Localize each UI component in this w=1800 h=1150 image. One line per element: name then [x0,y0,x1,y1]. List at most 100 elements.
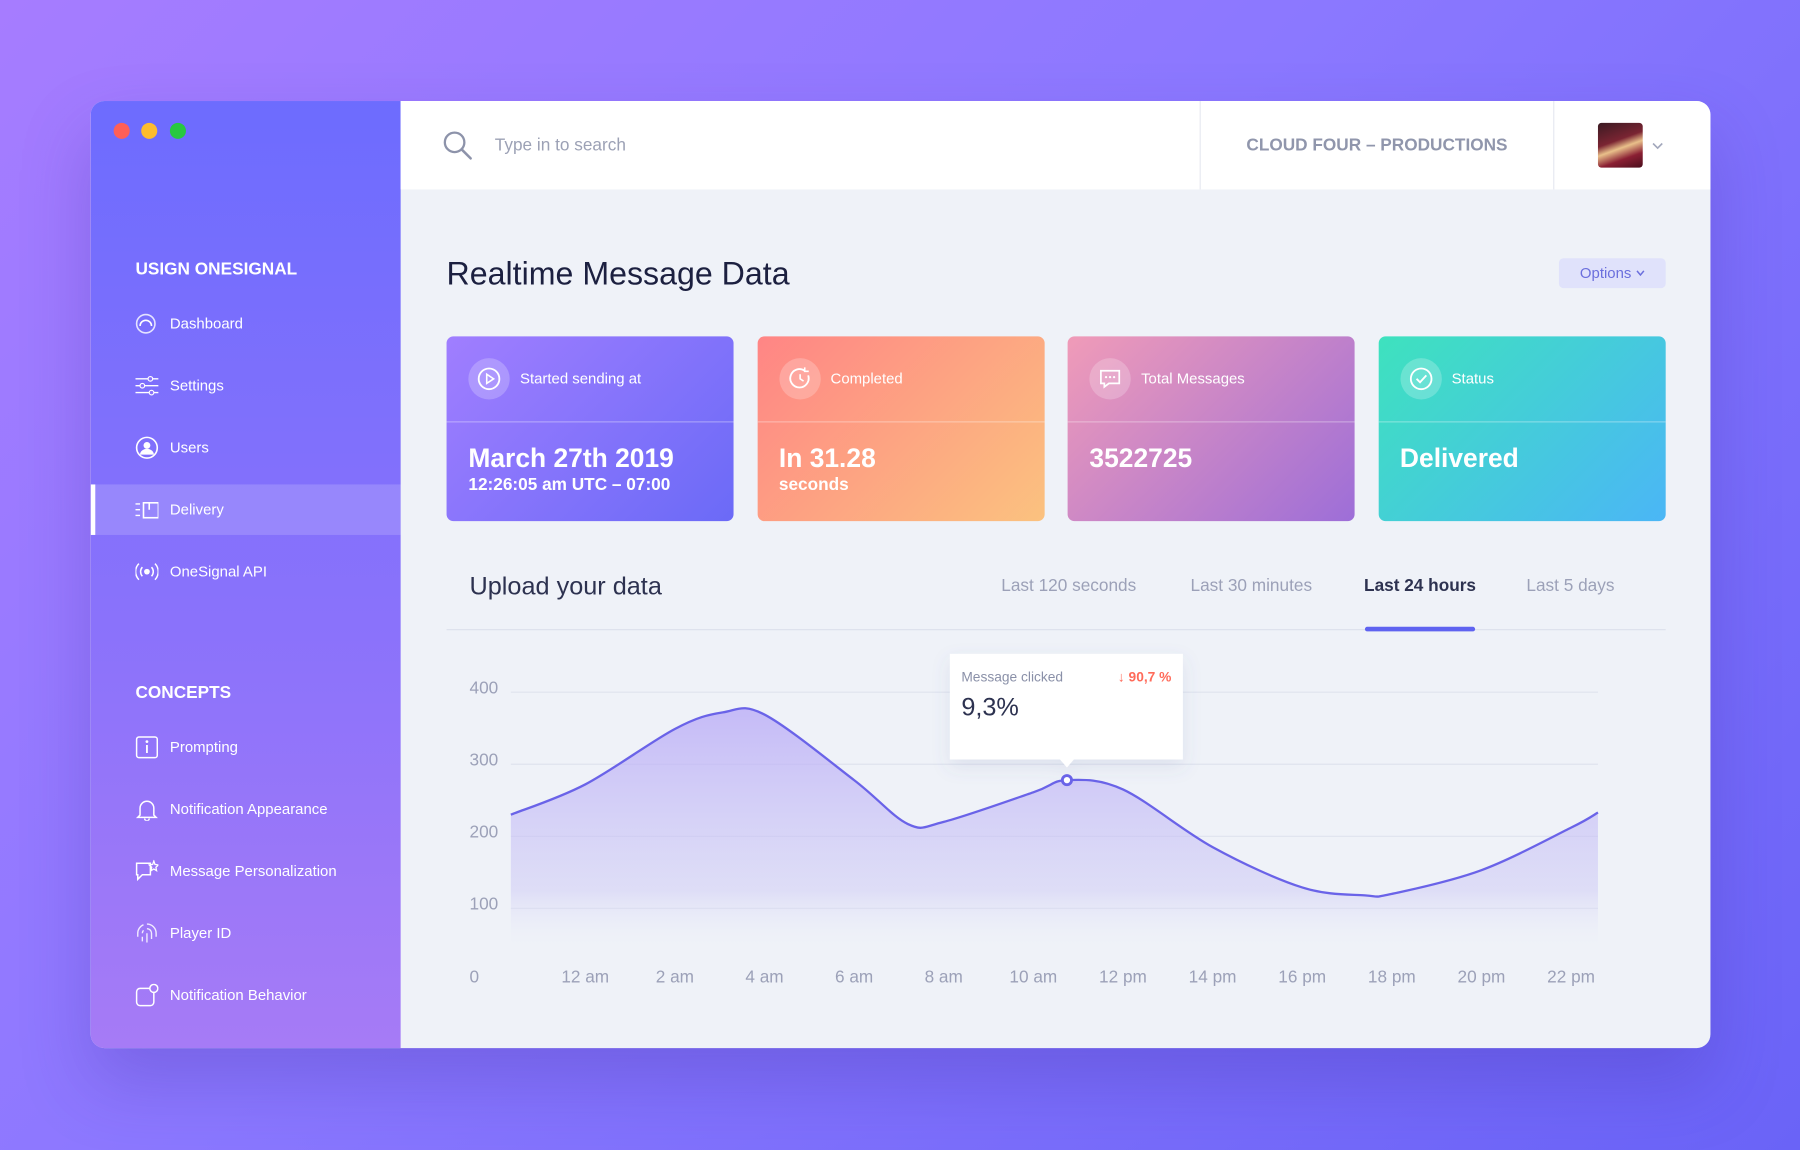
x-tick-label: 14 pm [1189,967,1237,987]
card-label: Started sending at [520,369,642,387]
card-body: Status Delivered [1378,336,1666,522]
tooltip-box [949,653,1183,768]
card-divider [757,421,1045,423]
x-tick-label: 10 am [1009,967,1057,987]
x-tick-label: 4 am [745,967,783,987]
nav-item[interactable]: Users [91,422,401,473]
tooltip-label: Message clicked [961,670,1063,685]
nav-label[interactable]: OneSignal API [169,562,267,580]
stat-card: Status Delivered [1378,336,1666,538]
close-button[interactable] [113,122,130,139]
y-tick-label: 200 [470,821,499,841]
card-body: Started sending at March 27th 2019 12:26:0… [446,336,734,522]
nav-item[interactable]: Delivery [90,484,401,535]
nav-item[interactable]: OneSignal API [91,546,401,597]
card-value: In 31.28 [778,443,876,473]
tooltip-change: ↓ 90,7 % [1118,670,1172,685]
card-icon [468,358,510,400]
avatar[interactable] [1597,122,1643,168]
nav-item[interactable]: Message Personalization [91,846,401,897]
sidebar-section-title: USIGN ONESIGNAL [135,259,298,279]
tab[interactable]: Last 30 minutes [1190,576,1313,596]
page-title: Realtime Message Data [446,255,790,292]
nav-icon [135,563,159,581]
card-glyph [477,367,501,391]
card-value: 3522725 [1089,443,1193,473]
search-icon [443,131,472,160]
y-tick-label: 300 [470,749,499,769]
sidebar-section-title: CONCEPTS [135,683,232,703]
highlight-point [1060,774,1073,787]
nav-icon [135,436,159,459]
card-glyph [1100,369,1121,389]
x-tick-label: 12 am [561,967,609,987]
top-bar: Type in to search CLOUD FOUR – PRODUCTIO… [400,101,1711,190]
line [510,707,1599,898]
tooltip-value: 9,3% [961,694,1019,722]
nav-label[interactable]: Message Personalization [169,862,337,880]
card-glyph [1409,367,1432,391]
nav-item[interactable]: Dashboard [91,298,401,349]
card-divider [1067,421,1355,423]
nav-label[interactable]: Notification Behavior [169,986,307,1004]
card-body: Completed In 31.28 seconds [757,336,1045,522]
card-label: Status [1451,369,1494,387]
tab-divider [446,629,1666,631]
tab[interactable]: Last 120 seconds [1001,576,1137,596]
options-label[interactable]: Options [1579,264,1632,282]
y-tick-label: 400 [470,677,499,697]
workspace-name[interactable]: CLOUD FOUR – PRODUCTIONS [1246,135,1508,155]
nav-item[interactable]: Settings [91,360,401,411]
nav-icon [135,800,158,821]
card-subvalue: seconds [778,475,849,495]
x-tick-label: 12 pm [1099,967,1147,987]
options-button[interactable]: Options [1558,258,1666,289]
search-input[interactable]: Type in to search [494,135,626,155]
card-icon [1399,358,1442,400]
x-tick-label: 22 pm [1547,967,1595,987]
card-label: Completed [830,369,903,387]
x-tick-label: 6 am [835,967,873,987]
nav-icon [135,736,159,759]
nav-label[interactable]: Settings [169,376,224,394]
nav-item[interactable]: Prompting [91,722,401,773]
x-tick-label: 18 pm [1368,967,1416,987]
x-tick-label: 16 pm [1278,967,1326,987]
card-subvalue: 12:26:05 am UTC – 07:00 [468,475,671,495]
nav-label[interactable]: Delivery [169,500,224,518]
x-tick-label: 8 am [925,967,963,987]
sidebar: USIGN ONESIGNAL Dashboard Settings Users Del… [90,101,401,1049]
card-body: Total Messages 3522725 [1067,336,1355,522]
x-tick-label: 2 am [656,967,694,987]
divider [1199,101,1201,190]
nav-icon [135,502,159,519]
nav-item[interactable]: Player ID [91,908,401,959]
card-value: Delivered [1399,443,1519,473]
y-tick-label: 0 [470,967,480,987]
nav-label[interactable]: Users [169,438,209,456]
card-divider [1378,421,1666,423]
maximize-button[interactable] [169,122,186,139]
nav-label[interactable]: Notification Appearance [169,800,328,818]
nav-label[interactable]: Prompting [169,738,238,756]
tab[interactable]: Last 5 days [1526,576,1615,596]
app-window: USIGN ONESIGNAL Dashboard Settings Users Del… [90,101,1711,1049]
minimize-button[interactable] [141,122,158,139]
nav-icon [135,375,159,396]
card-icon [1089,358,1131,400]
avatar-chevron[interactable] [1652,141,1663,150]
area [510,708,1598,952]
card-label: Total Messages [1141,369,1245,387]
card-value: March 27th 2019 [468,443,674,473]
card-glyph [788,367,809,389]
card-icon [778,358,821,400]
nav-item[interactable]: Notification Behavior [91,970,401,1021]
chevron [1636,270,1645,277]
nav-label[interactable]: Dashboard [169,314,243,332]
tab[interactable]: Last 24 hours [1364,576,1477,596]
nav-label[interactable]: Player ID [169,924,232,942]
nav-item[interactable]: Notification Appearance [91,784,401,835]
